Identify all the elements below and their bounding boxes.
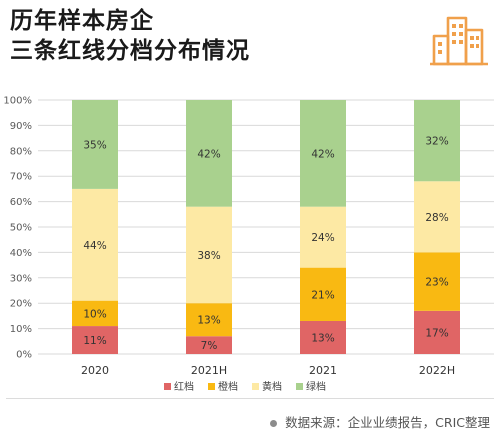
x-category-label: 2022H (419, 364, 455, 377)
source-note: 数据来源：企业业绩报告，CRIC整理 (270, 412, 490, 431)
bar-segment (186, 206, 232, 304)
legend-label: 红档 (174, 380, 194, 393)
data-label: 38% (197, 250, 220, 262)
legend-swatch (208, 383, 215, 390)
data-label: 42% (311, 148, 334, 160)
y-tick-label: 10% (10, 324, 32, 335)
bar-segment (72, 188, 118, 301)
bar-segment (414, 100, 460, 182)
bar-segment (300, 320, 346, 354)
x-category-label: 2021 (309, 364, 337, 377)
bar-segment (414, 252, 460, 311)
data-label: 7% (201, 340, 218, 352)
y-tick-label: 80% (10, 146, 32, 157)
bar-segment (300, 267, 346, 321)
y-tick-label: 50% (10, 223, 32, 234)
y-tick-label: 60% (10, 197, 32, 208)
y-tick-label: 70% (10, 172, 32, 183)
bar-segment (72, 100, 118, 189)
data-label: 32% (425, 136, 448, 148)
data-label: 23% (425, 277, 448, 289)
bar-segment (72, 326, 118, 354)
bar-segment (414, 310, 460, 354)
y-tick-label: 0% (16, 350, 32, 361)
legend-label: 绿档 (306, 380, 326, 393)
x-category-label: 2021H (191, 364, 227, 377)
data-label: 42% (197, 148, 220, 160)
bar-segment (186, 336, 232, 354)
y-tick-label: 20% (10, 299, 32, 310)
legend-label: 橙档 (218, 380, 238, 393)
bar-segment (72, 300, 118, 327)
data-label: 24% (311, 232, 334, 244)
y-tick-label: 40% (10, 248, 32, 259)
bar-segment (186, 303, 232, 337)
data-label: 17% (425, 327, 448, 339)
footer-divider (6, 398, 494, 399)
data-label: 44% (83, 240, 106, 252)
bar-segment (300, 100, 346, 207)
legend-swatch (164, 383, 171, 390)
bar-segment (186, 100, 232, 207)
legend-label: 黄档 (262, 380, 282, 393)
bullet-dot-icon (270, 420, 278, 427)
data-label: 11% (83, 335, 106, 347)
city-buildings-icon (430, 16, 488, 66)
data-label: 13% (311, 332, 334, 344)
legend-swatch (252, 383, 259, 390)
data-label: 21% (311, 289, 334, 301)
title-line-1: 历年样本房企 (10, 8, 154, 34)
data-label: 10% (83, 308, 106, 320)
source-text: 数据来源：企业业绩报告，CRIC整理 (285, 415, 490, 430)
bar-segment (414, 181, 460, 253)
chart-title: 历年样本房企 三条红线分档分布情况 (10, 6, 250, 66)
data-label: 35% (83, 139, 106, 151)
bar-segment (300, 206, 346, 268)
legend-swatch (296, 383, 303, 390)
y-tick-label: 30% (10, 273, 32, 284)
data-label: 13% (197, 315, 220, 327)
x-category-label: 2020 (81, 364, 109, 377)
y-tick-label: 90% (10, 121, 32, 132)
data-label: 28% (425, 212, 448, 224)
title-line-2: 三条红线分档分布情况 (10, 38, 250, 64)
y-tick-label: 100% (3, 96, 32, 107)
stacked-bar-chart: 0% 10% 20% 30% 40% 50% 60% 70% 80% 90% 100% 11% 10% 4… (3, 96, 494, 393)
